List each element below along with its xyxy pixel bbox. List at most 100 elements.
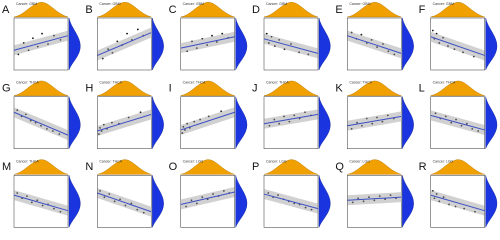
point	[220, 110, 223, 113]
right-density	[235, 175, 248, 228]
point	[472, 55, 475, 58]
panel-label: F	[419, 4, 426, 16]
point	[22, 42, 25, 44]
point	[185, 205, 187, 208]
point	[310, 208, 313, 211]
point	[376, 116, 378, 119]
point	[433, 197, 436, 200]
right-density	[485, 17, 498, 71]
point	[99, 126, 101, 129]
point	[444, 115, 447, 118]
point	[40, 124, 42, 127]
plot-frame	[180, 17, 235, 71]
point	[267, 192, 270, 194]
point	[195, 202, 198, 205]
top-density	[430, 2, 485, 18]
point	[103, 196, 106, 199]
fit-line	[430, 36, 485, 56]
point	[477, 130, 480, 132]
plot-frame	[180, 96, 235, 149]
plot-frame	[347, 175, 402, 228]
plot-frame	[13, 96, 69, 149]
point	[116, 40, 119, 43]
panel-label: B	[85, 4, 92, 16]
top-density	[180, 2, 235, 18]
point	[32, 37, 34, 40]
cancer-label: Cancer: THCA	[16, 81, 39, 85]
fit-line	[347, 115, 402, 127]
point	[221, 32, 224, 35]
point	[193, 120, 196, 123]
point	[47, 43, 49, 45]
point	[450, 121, 453, 124]
point	[108, 193, 111, 195]
top-density	[180, 159, 235, 175]
panel-label: L	[419, 83, 425, 95]
cancer-label: Cancer: LGG	[433, 159, 454, 163]
point	[278, 122, 281, 125]
fit-line	[180, 111, 235, 131]
point	[27, 49, 30, 52]
point	[382, 43, 384, 45]
fit-line	[97, 192, 152, 213]
point	[376, 46, 378, 49]
right-density	[485, 175, 498, 228]
panel-label: Q	[335, 161, 344, 173]
point	[98, 133, 100, 136]
point	[307, 53, 310, 56]
point	[201, 37, 204, 40]
top-density	[97, 159, 152, 175]
point	[270, 35, 273, 38]
point	[304, 206, 307, 209]
panel-label: M	[2, 161, 11, 173]
top-density	[263, 2, 319, 18]
point	[111, 51, 114, 54]
point	[30, 201, 33, 204]
cancer-label: Cancer: THCA	[433, 81, 456, 85]
point	[465, 122, 468, 125]
point	[186, 50, 189, 53]
point	[99, 190, 101, 192]
plot-frame	[97, 175, 152, 228]
fit-line	[263, 38, 319, 54]
panel-label: C	[169, 4, 177, 16]
point	[111, 121, 113, 124]
right-density	[235, 96, 248, 149]
point	[360, 33, 363, 36]
top-density	[13, 2, 69, 18]
point	[351, 201, 354, 204]
point	[101, 57, 104, 60]
point	[283, 115, 285, 118]
point	[136, 28, 139, 31]
point	[222, 190, 225, 192]
point	[283, 48, 286, 51]
right-density	[402, 17, 414, 71]
point	[36, 45, 39, 48]
point	[371, 122, 374, 125]
point	[288, 120, 291, 123]
plot-frame	[430, 175, 485, 228]
point	[59, 38, 62, 41]
point	[357, 197, 360, 200]
point	[304, 111, 306, 114]
point	[387, 50, 390, 53]
right-density	[68, 96, 81, 149]
top-density	[430, 80, 485, 96]
fit-line	[347, 35, 402, 54]
point	[447, 45, 449, 47]
point	[17, 53, 20, 56]
point	[438, 200, 441, 203]
fit-line	[97, 32, 152, 56]
panel-label: R	[419, 161, 427, 173]
right-density	[318, 17, 331, 71]
point	[267, 42, 270, 44]
point	[215, 41, 218, 43]
right-density	[152, 175, 164, 228]
point	[378, 195, 381, 198]
point	[41, 32, 43, 35]
right-density	[402, 96, 414, 149]
point	[293, 202, 296, 205]
point	[53, 207, 55, 210]
point	[29, 119, 32, 122]
panel-label: I	[169, 83, 172, 95]
